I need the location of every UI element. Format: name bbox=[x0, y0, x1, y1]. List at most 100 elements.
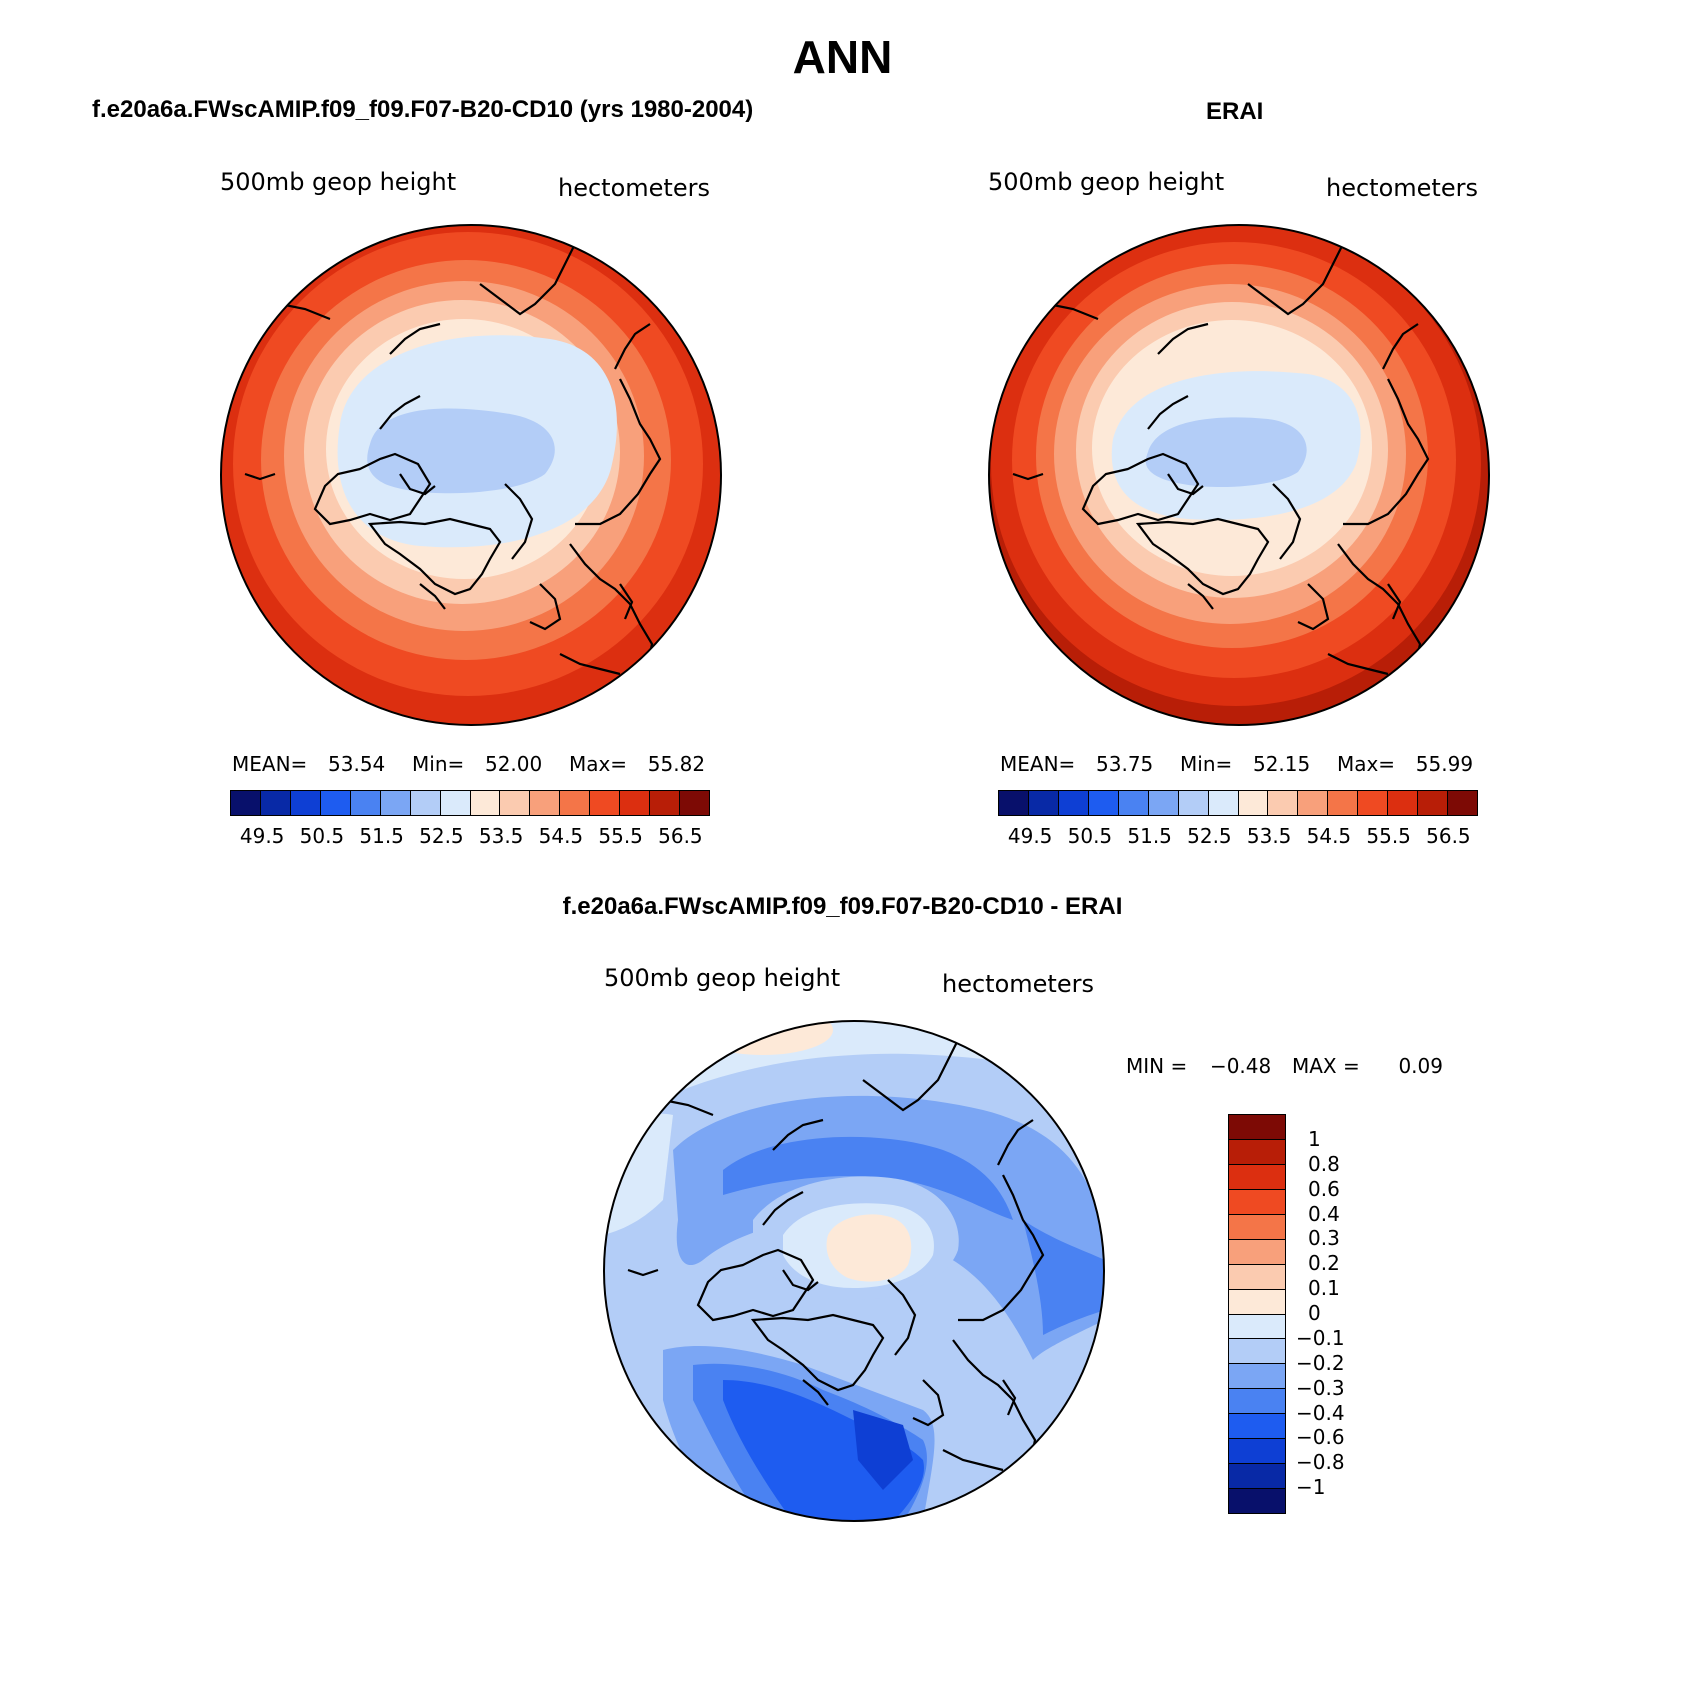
colorbar-swatch bbox=[1388, 791, 1419, 815]
colorbar-tick-label: −0.2 bbox=[1296, 1350, 1345, 1375]
colorbar-swatch bbox=[999, 791, 1029, 815]
colorbar-tick-label: 0 bbox=[1308, 1301, 1321, 1325]
panel1-colorbar-labels: 49.5 50.5 51.5 52.5 53.5 54.5 55.5 56.5 bbox=[230, 824, 708, 848]
colorbar-tick-label: 51.5 bbox=[1127, 824, 1172, 848]
colorbar-tick-label: 49.5 bbox=[239, 824, 285, 848]
panel1-max-value: 55.82 bbox=[647, 752, 706, 776]
panel3-colorbar bbox=[1228, 1114, 1286, 1514]
colorbar-swatch bbox=[500, 791, 531, 815]
colorbar-swatch bbox=[1229, 1489, 1285, 1513]
panel3-max-label: MAX = bbox=[1291, 1054, 1360, 1078]
colorbar-tick-label: −0.6 bbox=[1296, 1425, 1345, 1450]
colorbar-tick-label: 0.2 bbox=[1308, 1251, 1340, 1276]
colorbar-tick-label: 50.5 bbox=[1067, 824, 1113, 848]
colorbar-tick-label: 53.5 bbox=[1246, 824, 1292, 848]
colorbar-swatch bbox=[1328, 791, 1359, 815]
colorbar-swatch bbox=[1229, 1289, 1285, 1315]
colorbar-swatch bbox=[1028, 791, 1059, 815]
colorbar-tick-label: −0.1 bbox=[1296, 1325, 1345, 1350]
colorbar-swatch bbox=[1058, 791, 1089, 815]
colorbar-swatch bbox=[350, 791, 381, 815]
panel3-stats: MIN = −0.48 MAX = 0.09 bbox=[1126, 1054, 1443, 1078]
colorbar-tick-label: −0.4 bbox=[1296, 1400, 1345, 1425]
colorbar-swatch bbox=[410, 791, 441, 815]
panel1-mean-label: MEAN= bbox=[232, 752, 308, 776]
colorbar-swatch bbox=[1229, 1414, 1285, 1440]
colorbar-swatch bbox=[1229, 1464, 1285, 1490]
colorbar-swatch bbox=[1229, 1264, 1285, 1290]
colorbar-tick-label: −0.8 bbox=[1296, 1450, 1345, 1475]
colorbar-tick-label: 50.5 bbox=[299, 824, 345, 848]
colorbar-swatch bbox=[1229, 1389, 1285, 1415]
panel3-min-value: −0.48 bbox=[1209, 1054, 1272, 1078]
panel1-colorbar bbox=[230, 790, 710, 816]
colorbar-swatch bbox=[1358, 791, 1389, 815]
colorbar-swatch bbox=[1178, 791, 1209, 815]
panel3-units: hectometers bbox=[942, 970, 1094, 998]
colorbar-swatch bbox=[1088, 791, 1119, 815]
panel1-band-52 bbox=[367, 408, 555, 494]
colorbar-swatch bbox=[1268, 791, 1299, 815]
colorbar-swatch bbox=[1229, 1314, 1285, 1340]
panel2-min-value: 52.15 bbox=[1252, 752, 1311, 776]
colorbar-swatch bbox=[260, 791, 291, 815]
colorbar-swatch bbox=[530, 791, 561, 815]
colorbar-tick-label: 0.6 bbox=[1308, 1176, 1340, 1201]
panel2-colorbar bbox=[998, 790, 1478, 816]
colorbar-tick-label: −0.3 bbox=[1296, 1375, 1345, 1400]
colorbar-swatch bbox=[1229, 1115, 1285, 1140]
panel3-colorbar-labels: 1 0.8 0.6 0.4 0.3 0.2 0.1 0 −0.1 −0.2 −0.3 −0.4 −0.6… bbox=[1296, 1114, 1376, 1512]
colorbar-tick-label: 1 bbox=[1308, 1126, 1321, 1151]
panel2-band-52 bbox=[1145, 417, 1307, 488]
panel2-mean-value: 53.75 bbox=[1096, 752, 1154, 776]
colorbar-swatch bbox=[1229, 1364, 1285, 1390]
colorbar-swatch bbox=[1418, 791, 1449, 815]
colorbar-tick-label: 52.5 bbox=[419, 824, 464, 848]
panel2-variable: 500mb geop height bbox=[988, 168, 1225, 196]
colorbar-swatch bbox=[290, 791, 321, 815]
panel2-title: ERAI bbox=[1206, 98, 1264, 125]
colorbar-tick-label: 55.5 bbox=[598, 824, 643, 848]
colorbar-swatch bbox=[560, 791, 591, 815]
panel1-stats: MEAN= 53.54 Min= 52.00 Max= 55.82 bbox=[232, 752, 705, 776]
panel2-max-value: 55.99 bbox=[1415, 752, 1474, 776]
colorbar-swatch bbox=[1229, 1439, 1285, 1465]
colorbar-swatch bbox=[1229, 1139, 1285, 1165]
colorbar-swatch bbox=[440, 791, 471, 815]
panel3-variable: 500mb geop height bbox=[604, 964, 841, 992]
panel3-title: f.e20a6a.FWscAMIP.f09_f09.F07-B20-CD10 -… bbox=[562, 893, 1123, 920]
colorbar-swatch bbox=[1298, 791, 1329, 815]
colorbar-swatch bbox=[1118, 791, 1149, 815]
colorbar-tick-label: −1 bbox=[1296, 1475, 1326, 1500]
panel2-min-label: Min= bbox=[1180, 752, 1233, 776]
panel1-variable: 500mb geop height bbox=[220, 168, 457, 196]
panel2-units: hectometers bbox=[1326, 174, 1478, 202]
colorbar-swatch bbox=[1229, 1214, 1285, 1240]
panel1-min-value: 52.00 bbox=[484, 752, 543, 776]
colorbar-tick-label: 53.5 bbox=[478, 824, 524, 848]
main-title: ANN bbox=[792, 31, 893, 83]
colorbar-swatch bbox=[1148, 791, 1179, 815]
panel1-polar-map bbox=[220, 224, 722, 726]
colorbar-swatch bbox=[1238, 791, 1269, 815]
colorbar-swatch bbox=[650, 791, 681, 815]
panel1-title: f.e20a6a.FWscAMIP.f09_f09.F07-B20-CD10 (… bbox=[92, 96, 754, 123]
colorbar-swatch bbox=[231, 791, 261, 815]
colorbar-swatch bbox=[590, 791, 621, 815]
panel2-coastlines bbox=[1012, 243, 1430, 676]
colorbar-swatch bbox=[1208, 791, 1239, 815]
panel1-coastlines bbox=[244, 243, 662, 676]
colorbar-swatch bbox=[1229, 1164, 1285, 1190]
colorbar-tick-label: 56.5 bbox=[658, 824, 703, 848]
panel2-mean-label: MEAN= bbox=[1000, 752, 1076, 776]
colorbar-tick-label: 54.5 bbox=[538, 824, 584, 848]
colorbar-tick-label: 52.5 bbox=[1187, 824, 1232, 848]
panel1-mean-value: 53.54 bbox=[328, 752, 386, 776]
colorbar-tick-label: 0.8 bbox=[1308, 1151, 1340, 1176]
colorbar-swatch bbox=[320, 791, 351, 815]
colorbar-tick-label: 54.5 bbox=[1306, 824, 1352, 848]
panel2-max-label: Max= bbox=[1336, 752, 1396, 776]
panel3-polar-map bbox=[603, 1020, 1105, 1522]
colorbar-swatch bbox=[1448, 791, 1477, 815]
colorbar-swatch bbox=[620, 791, 651, 815]
